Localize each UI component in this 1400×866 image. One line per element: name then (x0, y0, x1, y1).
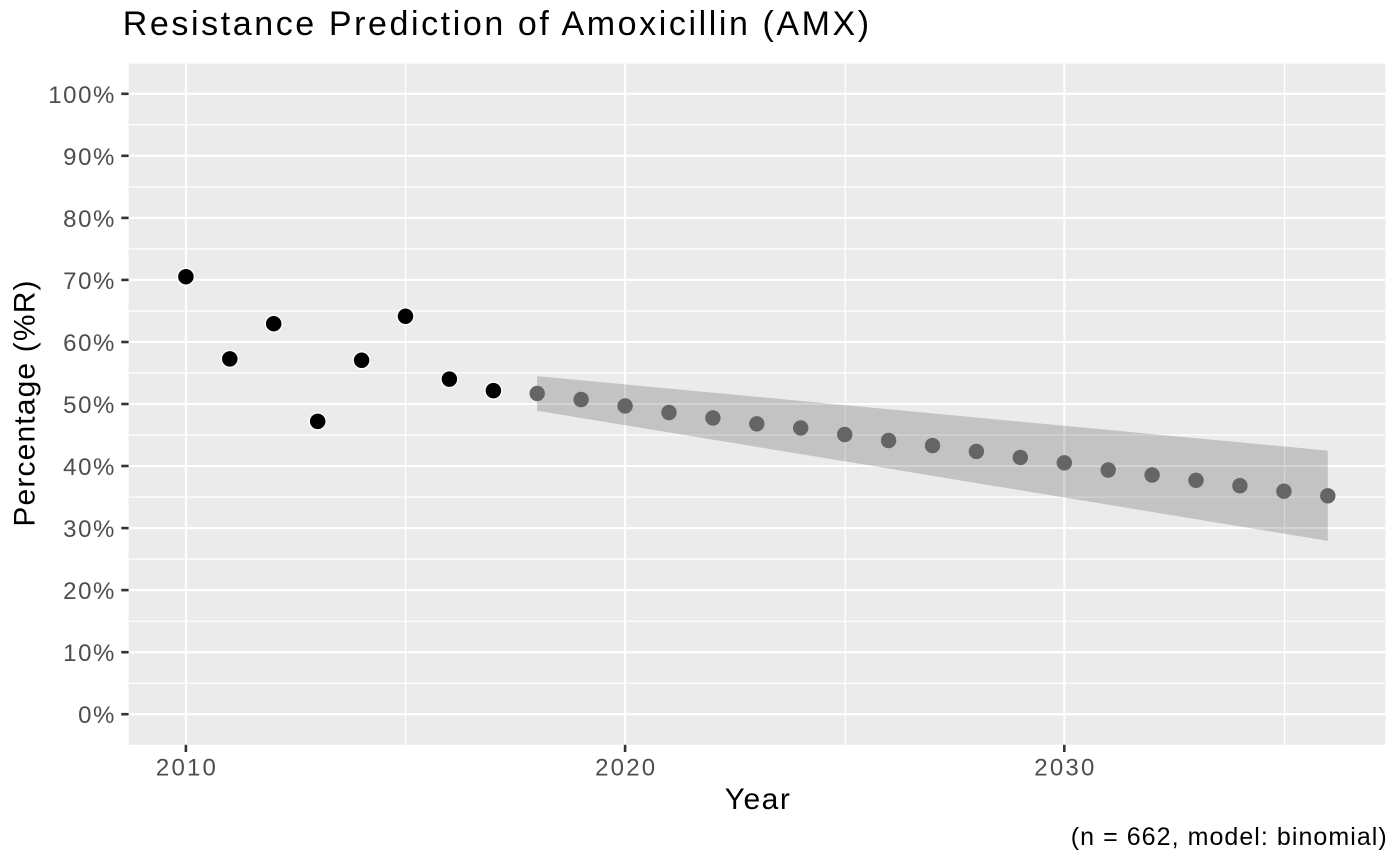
svg-text:30%: 30% (63, 516, 116, 543)
svg-text:70%: 70% (63, 268, 116, 295)
svg-text:10%: 10% (63, 640, 116, 667)
svg-text:Percentage (%R): Percentage (%R) (9, 279, 42, 526)
svg-text:0%: 0% (78, 702, 116, 729)
svg-text:Year: Year (725, 783, 792, 816)
svg-text:100%: 100% (48, 82, 116, 109)
svg-text:20%: 20% (63, 578, 116, 605)
svg-text:60%: 60% (63, 330, 116, 357)
svg-text:50%: 50% (63, 392, 116, 419)
svg-text:80%: 80% (63, 206, 116, 233)
svg-text:2020: 2020 (595, 755, 657, 782)
svg-text:(n = 662, model: binomial): (n = 662, model: binomial) (1071, 823, 1388, 851)
svg-text:Resistance Prediction of Amoxi: Resistance Prediction of Amoxicillin (AM… (123, 5, 872, 43)
svg-text:2010: 2010 (156, 755, 218, 782)
svg-text:40%: 40% (63, 454, 116, 481)
svg-text:90%: 90% (63, 144, 116, 171)
svg-text:2030: 2030 (1034, 755, 1096, 782)
